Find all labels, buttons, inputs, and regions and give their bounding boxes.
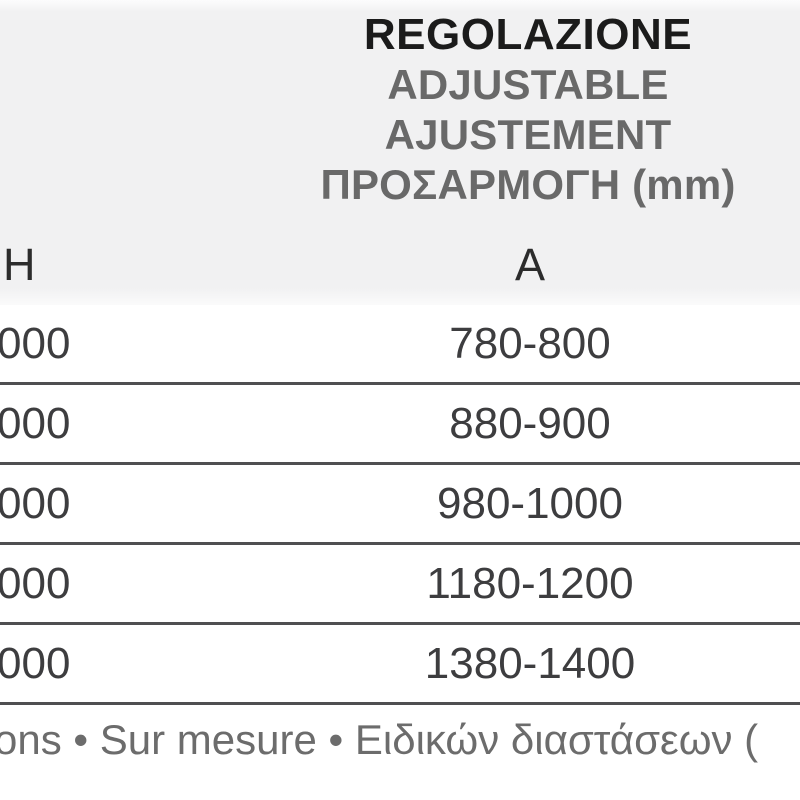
cell-h-value: 000 xyxy=(0,398,71,448)
cell-a-value: 1180-1200 xyxy=(426,558,634,608)
cell-a-value: 980-1000 xyxy=(437,478,623,528)
title-adjustable: ADJUSTABLE xyxy=(387,61,669,108)
table-row: 000 980-1000 xyxy=(0,465,800,545)
table-row: 000 1180-1200 xyxy=(0,545,800,625)
title-ajustement: AJUSTEMENT xyxy=(384,111,672,158)
title-regolazione: REGOLAZIONE xyxy=(363,10,693,59)
table-footer: ons • Sur mesure • Ειδικών διαστάσεων ( xyxy=(0,708,800,800)
custom-dimensions-note: ons • Sur mesure • Ειδικών διαστάσεων ( xyxy=(0,716,759,763)
table-row: 000 1380-1400 xyxy=(0,625,800,705)
cell-h-value: 000 xyxy=(0,558,71,608)
cell-h-value: 000 xyxy=(0,638,71,688)
table-row: 000 880-900 xyxy=(0,385,800,465)
cell-h-value: 000 xyxy=(0,318,71,368)
cell-a-value: 780-800 xyxy=(449,318,611,368)
cell-a-value: 1380-1400 xyxy=(424,638,636,688)
table-row: 000 780-800 xyxy=(0,305,800,385)
cell-h-value: 000 xyxy=(0,478,71,528)
cell-a-value: 880-900 xyxy=(449,398,611,448)
column-header-a: A xyxy=(514,239,546,290)
title-block: REGOLAZIONE ADJUSTABLE AJUSTEMENT ΠΡΟΣΑΡ… xyxy=(320,10,735,210)
table-body: 000 780-800 000 880-900 000 980-1000 000… xyxy=(0,305,800,705)
title-prosarmogi: ΠΡΟΣΑΡΜΟΓΗ (mm) xyxy=(320,161,736,208)
column-header-h: H xyxy=(3,239,36,290)
table-header: REGOLAZIONE ADJUSTABLE AJUSTEMENT ΠΡΟΣΑΡ… xyxy=(0,0,800,315)
